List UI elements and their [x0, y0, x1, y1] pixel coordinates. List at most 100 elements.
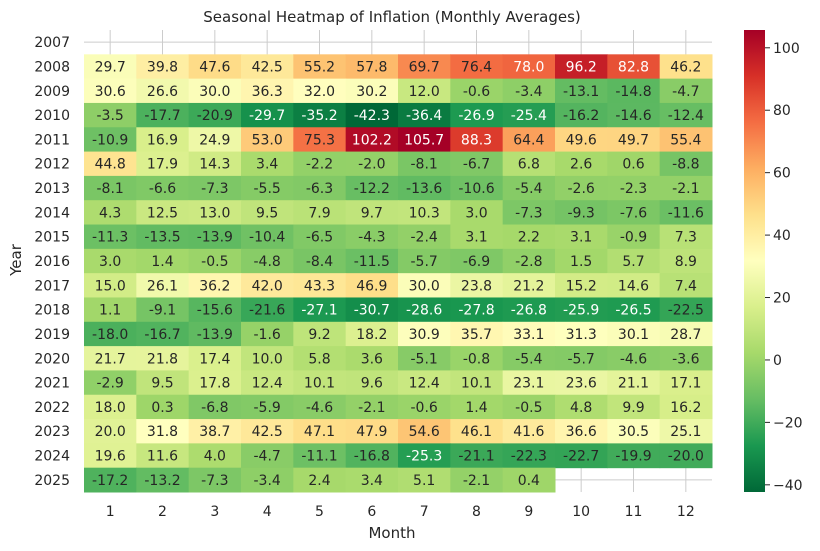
cell-value-label: -22.5: [668, 303, 704, 319]
y-tick-label: 2016: [34, 254, 70, 270]
heatmap-cell: [188, 394, 242, 420]
cell-value-label: 17.1: [670, 376, 701, 392]
cell-value-label: -5.1: [411, 351, 438, 367]
cell-value-label: 88.3: [461, 132, 492, 148]
heatmap-cell: [450, 297, 504, 323]
y-tick-label: 2020: [34, 351, 70, 367]
cell-value-label: -14.6: [615, 108, 651, 124]
heatmap-cell: [555, 370, 608, 396]
cell-value-label: 55.2: [304, 59, 335, 75]
cell-value-label: 10.1: [461, 376, 492, 392]
y-tick-label: 2012: [34, 157, 70, 173]
y-tick-label: 2013: [34, 181, 70, 197]
heatmap-cell: [241, 394, 294, 420]
heatmap-cell: [293, 127, 347, 153]
cell-value-label: 7.9: [308, 205, 330, 221]
cell-value-label: -13.5: [144, 230, 180, 246]
heatmap-cell: [188, 224, 242, 250]
heatmap-cell: [84, 78, 137, 104]
heatmap-cell: [450, 151, 504, 177]
heatmap-cell: [555, 102, 608, 128]
cell-value-label: 20.0: [95, 424, 126, 440]
x-tick-label: 1: [106, 504, 115, 520]
cell-value-label: 12.5: [147, 205, 178, 221]
heatmap-cell: [136, 297, 190, 323]
cell-value-label: 5.1: [413, 473, 435, 489]
heatmap-cell: [502, 273, 556, 298]
heatmap-cell: [136, 443, 190, 469]
cell-value-label: 31.3: [566, 327, 597, 343]
heatmap-cell: [659, 151, 713, 177]
cell-value-label: -6.7: [463, 157, 490, 173]
cell-value-label: 2.6: [570, 157, 592, 173]
heatmap-cell: [555, 273, 608, 298]
cell-value-label: -13.9: [197, 230, 233, 246]
y-axis-label: Year: [7, 243, 25, 277]
heatmap-cell: [241, 248, 294, 274]
heatmap-cell: [450, 467, 504, 493]
cell-value-label: 17.4: [199, 351, 230, 367]
heatmap-cell: [188, 273, 242, 298]
cell-value-label: 32.0: [304, 84, 335, 100]
cell-value-label: -2.3: [620, 181, 647, 197]
cell-value-label: 9.6: [361, 376, 383, 392]
cell-value-label: 9.2: [308, 327, 330, 343]
heatmap-cell: [502, 370, 556, 396]
heatmap-cell: [555, 346, 608, 371]
cell-value-label: 35.7: [461, 327, 492, 343]
heatmap-cell: [84, 248, 137, 274]
x-tick-labels: 1 2 3 4 5 6 7 8 9 10 11 12: [106, 504, 695, 520]
cell-value-label: -1.6: [254, 327, 281, 343]
heatmap-cell: [607, 273, 661, 298]
cell-value-label: 3.1: [570, 230, 592, 246]
cell-value-label: 4.3: [99, 205, 121, 221]
y-tick-label: 2011: [34, 132, 70, 148]
cell-value-label: -2.1: [672, 181, 699, 197]
cell-value-label: 28.7: [670, 327, 701, 343]
cell-value-label: -4.7: [672, 84, 699, 100]
colorbar-tick-label: −20: [773, 415, 803, 431]
cell-value-label: -10.6: [458, 181, 494, 197]
cell-value-label: 26.1: [147, 278, 178, 294]
heatmap-cell: [84, 467, 137, 493]
cell-value-label: 38.7: [199, 424, 230, 440]
cell-value-label: 46.1: [461, 424, 492, 440]
heatmap-cell: [241, 346, 294, 371]
heatmap-cell: [659, 443, 713, 469]
heatmap-cell: [241, 78, 294, 104]
heatmap-cell: [293, 443, 347, 469]
cell-value-label: -4.6: [620, 351, 647, 367]
cell-value-label: -25.9: [563, 303, 599, 319]
cell-value-label: 47.1: [304, 424, 335, 440]
heatmap-cell: [345, 394, 399, 420]
cell-value-label: 7.3: [675, 230, 697, 246]
heatmap-cell: [84, 297, 137, 323]
cell-value-label: 30.9: [409, 327, 440, 343]
heatmap-cell: [450, 78, 504, 104]
cell-value-label: -6.3: [306, 181, 333, 197]
heatmap-cell: [293, 419, 347, 444]
heatmap-cell: [293, 346, 347, 371]
heatmap-cell: [188, 78, 242, 104]
heatmap-cell: [293, 370, 347, 396]
cell-value-label: 42.5: [252, 59, 283, 75]
heatmap-cell: [136, 78, 190, 104]
cell-value-label: 36.6: [566, 424, 597, 440]
heatmap-cell: [293, 394, 347, 420]
heatmap-cell: [555, 419, 608, 444]
heatmap-cell: [188, 175, 242, 201]
heatmap-cell: [84, 200, 137, 226]
heatmap-cell: [555, 248, 608, 274]
heatmap-cell: [659, 273, 713, 298]
cell-value-label: -0.9: [620, 230, 647, 246]
heatmap-cell: [659, 54, 713, 80]
cell-value-label: 14.6: [618, 278, 649, 294]
cell-value-label: -8.8: [672, 157, 699, 173]
heatmap-cell: [241, 54, 294, 80]
cell-value-label: -19.9: [615, 449, 651, 465]
cell-value-label: 82.8: [618, 59, 649, 75]
heatmap-cell: [398, 224, 451, 250]
cell-value-label: 10.0: [252, 351, 283, 367]
heatmap-cell: [345, 127, 399, 153]
heatmap-cell: [502, 224, 556, 250]
